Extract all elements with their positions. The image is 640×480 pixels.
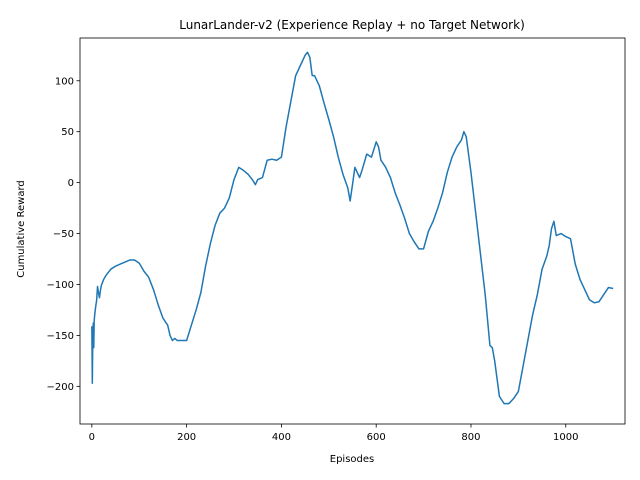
y-axis-label: Cumulative Reward — [16, 180, 27, 278]
y-tick-label: 100 — [55, 76, 74, 87]
plot-area — [91, 51, 614, 405]
y-tick-label: −50 — [53, 229, 74, 240]
x-tick-label: 1000 — [553, 432, 578, 443]
axes-frame — [79, 37, 626, 425]
y-axis-ticks: −200 −150 −100 −50 0 50 100 — [47, 76, 80, 393]
y-tick-label: 50 — [61, 127, 74, 138]
series-line — [91, 51, 614, 405]
y-tick-label: −200 — [47, 382, 74, 393]
x-axis-label: Episodes — [330, 454, 374, 465]
y-tick-label: −100 — [47, 280, 74, 291]
chart-title: LunarLander-v2 (Experience Replay + no T… — [179, 18, 525, 32]
x-tick-label: 0 — [89, 432, 95, 443]
x-tick-label: 400 — [272, 432, 291, 443]
x-tick-label: 600 — [367, 432, 386, 443]
y-tick-label: −150 — [47, 331, 74, 342]
x-tick-label: 200 — [177, 432, 196, 443]
x-tick-label: 800 — [461, 432, 480, 443]
x-axis-ticks: 0 200 400 600 800 1000 — [89, 424, 578, 443]
y-tick-label: 0 — [68, 178, 74, 189]
